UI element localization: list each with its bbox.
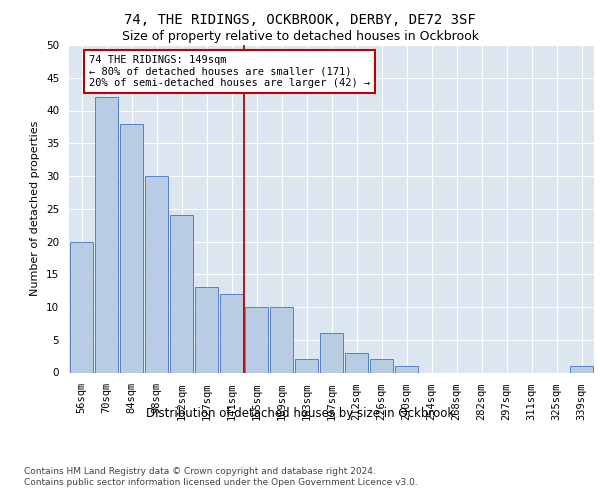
Bar — [220, 294, 244, 372]
Bar — [269, 307, 293, 372]
Text: 74 THE RIDINGS: 149sqm
← 80% of detached houses are smaller (171)
20% of semi-de: 74 THE RIDINGS: 149sqm ← 80% of detached… — [89, 55, 370, 88]
Y-axis label: Number of detached properties: Number of detached properties — [31, 121, 40, 296]
Text: Contains HM Land Registry data © Crown copyright and database right 2024.
Contai: Contains HM Land Registry data © Crown c… — [24, 468, 418, 487]
Bar — [95, 98, 118, 372]
Bar — [145, 176, 169, 372]
Bar — [119, 124, 143, 372]
Bar — [70, 242, 94, 372]
Bar — [320, 333, 343, 372]
Bar — [395, 366, 418, 372]
Bar — [194, 288, 218, 372]
Text: 74, THE RIDINGS, OCKBROOK, DERBY, DE72 3SF: 74, THE RIDINGS, OCKBROOK, DERBY, DE72 3… — [124, 12, 476, 26]
Bar — [370, 360, 394, 372]
Text: Distribution of detached houses by size in Ockbrook: Distribution of detached houses by size … — [146, 408, 454, 420]
Bar — [295, 360, 319, 372]
Text: Size of property relative to detached houses in Ockbrook: Size of property relative to detached ho… — [121, 30, 479, 43]
Bar — [170, 216, 193, 372]
Bar — [344, 353, 368, 372]
Bar — [569, 366, 593, 372]
Bar — [245, 307, 268, 372]
